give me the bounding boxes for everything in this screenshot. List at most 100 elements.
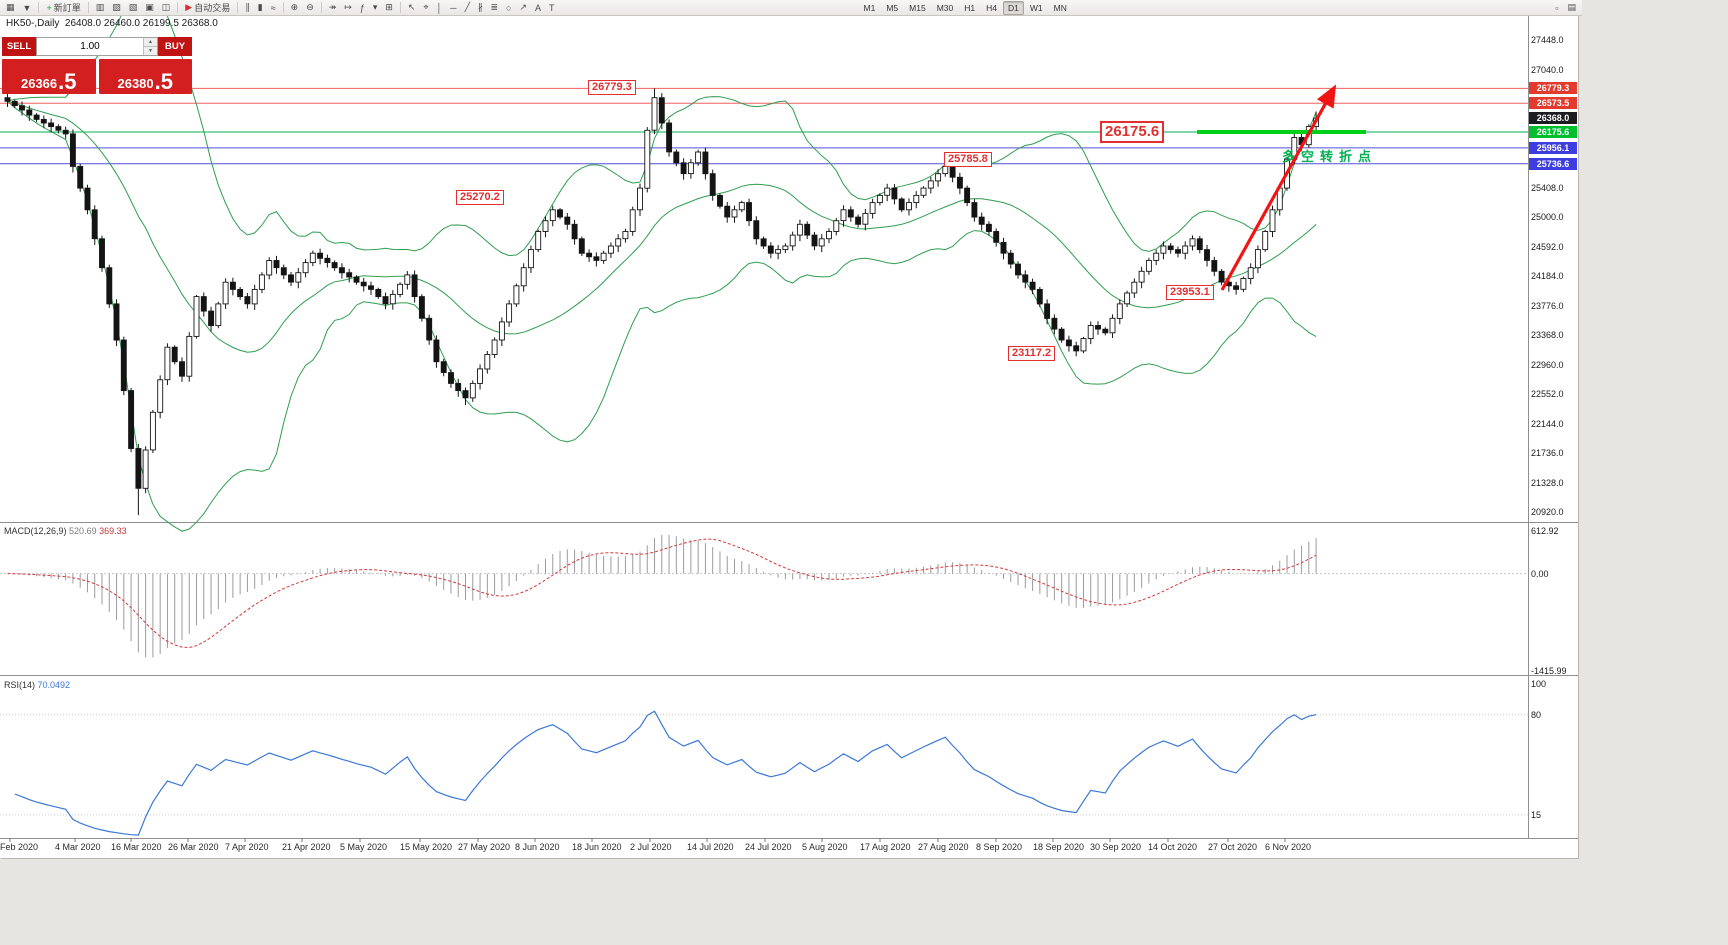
templates-icon: ⊞ — [385, 2, 393, 12]
autotrading-button-label: 自动交易 — [194, 3, 231, 13]
candle-body — [1087, 325, 1094, 339]
cursor-button[interactable]: ↖ — [404, 0, 420, 15]
candle-body — [956, 176, 963, 189]
candle-body — [469, 382, 476, 399]
candle-body — [1124, 292, 1131, 305]
market-watch-icon: ▥ — [95, 2, 105, 12]
periods-button[interactable]: ▾ — [369, 0, 382, 15]
candle-body — [193, 296, 200, 337]
buy-button[interactable]: BUY — [158, 37, 192, 56]
candle-body — [368, 285, 374, 290]
trendline-button[interactable]: ╱ — [461, 0, 474, 15]
candle-body — [746, 202, 752, 222]
market-watch-button[interactable]: ▥ — [92, 0, 109, 15]
bar-chart-button[interactable]: ∥ — [241, 0, 254, 15]
timeframe-m30-button[interactable]: M30 — [936, 2, 954, 13]
timeframe-m1-button[interactable]: M1 — [863, 2, 876, 13]
candlestick-chart-button[interactable]: ▮ — [254, 0, 267, 15]
buy-price-big-digit: .5 — [154, 69, 173, 94]
price-axis-label: 25408.0 — [1531, 182, 1564, 193]
candle-body — [542, 220, 549, 232]
candle-body — [789, 234, 796, 247]
candle-body — [426, 317, 433, 341]
indicators-button[interactable]: ƒ — [356, 0, 369, 15]
candle-body — [593, 256, 600, 261]
key-level-label[interactable]: 26175.6 — [1100, 121, 1165, 143]
candle-body — [949, 165, 956, 178]
candle-body — [993, 231, 1000, 243]
shapes-button[interactable]: ○ — [502, 0, 515, 15]
price-annotation-label[interactable]: 23117.2 — [1008, 346, 1056, 361]
new-order-button[interactable]: + 新訂單 — [42, 0, 84, 15]
new-chart-button[interactable]: ▦ — [2, 0, 19, 15]
price-annotation-label[interactable]: 23953.1 — [1166, 285, 1214, 300]
candle-body — [535, 231, 542, 251]
timeframe-h4-button[interactable]: H4 — [986, 2, 997, 13]
text-icon: A — [535, 2, 542, 13]
volume-down-button[interactable]: ▼ — [144, 47, 157, 55]
zoom-in-button[interactable]: ⊕ — [287, 0, 303, 15]
candle-body — [833, 220, 840, 232]
timeframe-d1-button[interactable]: D1 — [1003, 0, 1024, 15]
rsi-title: RSI(14) — [4, 680, 36, 690]
templates-button[interactable]: ⊞ — [381, 0, 397, 15]
candle-body — [600, 252, 607, 261]
line-chart-icon: ≈ — [270, 2, 276, 13]
timeframe-m15-button[interactable]: M15 — [909, 2, 926, 13]
candle-body — [455, 382, 462, 392]
timeframe-h1-button[interactable]: H1 — [964, 2, 976, 13]
new-window-button[interactable]: ▫ — [1551, 0, 1562, 15]
arrows-button[interactable]: ↗ — [515, 0, 531, 15]
candle-body — [1262, 231, 1269, 251]
candle-body — [1036, 288, 1043, 305]
strategy-tester-button[interactable]: ◫ — [158, 0, 175, 15]
candle-body — [869, 202, 876, 214]
buy-price-tile[interactable]: 26380.5 — [98, 59, 192, 94]
rsi-line — [14, 710, 1317, 836]
trend-arrow[interactable] — [1220, 84, 1337, 291]
chart-profiles-button[interactable]: ▼ — [19, 0, 36, 15]
terminal-button[interactable]: ▣ — [141, 0, 158, 15]
candle-body — [1029, 281, 1036, 290]
candle-body — [324, 257, 331, 264]
timeframe-m5-button[interactable]: M5 — [886, 2, 899, 13]
price-axis-label: 22144.0 — [1531, 418, 1564, 429]
line-chart-button[interactable]: ≈ — [267, 0, 280, 15]
equidistant-channel-button[interactable]: ∦ — [474, 0, 487, 15]
fibonacci-button[interactable]: ≣ — [486, 0, 502, 15]
price-annotation-label[interactable]: 25270.2 — [456, 190, 504, 205]
data-window-button[interactable]: ▨ — [108, 0, 125, 15]
price-annotation-label[interactable]: 25785.8 — [944, 152, 992, 167]
text-button[interactable]: A — [531, 0, 545, 15]
text-label-button[interactable]: T — [545, 0, 559, 15]
vertical-line-button[interactable]: │ — [433, 0, 447, 15]
candle-body — [578, 238, 585, 254]
zoom-out-button[interactable]: ⊖ — [302, 0, 318, 15]
candle-body — [767, 245, 774, 254]
crosshair-button[interactable]: ⌖ — [419, 0, 432, 15]
chart-shift-button[interactable]: ↦ — [340, 0, 356, 15]
candle-body — [913, 194, 920, 204]
timeframe-w1-button[interactable]: W1 — [1029, 2, 1043, 13]
sell-price-tile[interactable]: 26366.5 — [2, 59, 96, 94]
navigator-button[interactable]: ▧ — [125, 0, 142, 15]
price-annotation-label[interactable]: 26779.3 — [588, 80, 636, 95]
candle-body — [637, 187, 643, 211]
turning-point-note[interactable]: 多空转折点 — [1282, 149, 1378, 164]
price-axis-label: 23368.0 — [1531, 330, 1564, 341]
autotrading-button[interactable]: ▶ 自动交易 — [181, 0, 234, 15]
sell-button[interactable]: SELL — [2, 37, 36, 56]
candle-body — [433, 339, 440, 363]
new-order-button-label: 新訂單 — [53, 3, 81, 13]
candle-body — [69, 133, 76, 167]
horizontal-line-button[interactable]: ─ — [446, 0, 460, 15]
timeframe-mn-button[interactable]: MN — [1053, 2, 1067, 13]
candle-body — [99, 238, 105, 269]
auto-scroll-button[interactable]: ↠ — [325, 0, 341, 15]
volume-up-button[interactable]: ▲ — [144, 38, 157, 47]
price-axis-label: 24184.0 — [1531, 271, 1564, 282]
candle-body — [971, 202, 978, 218]
candle-body — [855, 216, 862, 225]
window-list-button[interactable]: ▤ — [1563, 0, 1580, 15]
volume-input[interactable] — [37, 38, 143, 55]
